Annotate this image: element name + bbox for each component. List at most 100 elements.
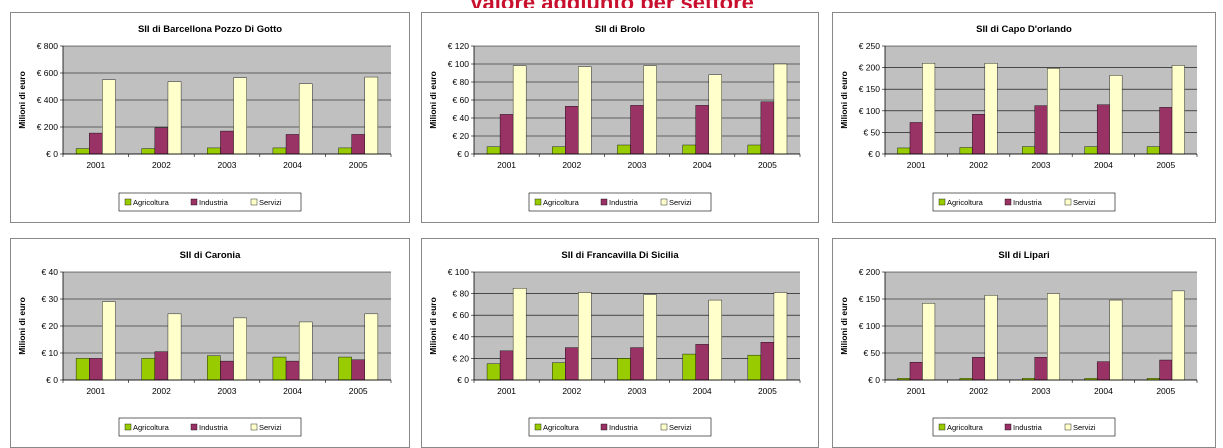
bar-industria-2003 (630, 347, 644, 381)
legend-label-agricoltura: Agricoltura (947, 423, 984, 432)
x-tick-label: 2004 (693, 160, 712, 170)
bar-industria-2001 (499, 350, 514, 381)
bar-agricoltura-2001 (75, 148, 90, 155)
bar-servizi-2003 (1047, 293, 1060, 381)
bar-servizi-2004 (1109, 299, 1123, 381)
bar-industria-2003 (1034, 105, 1048, 155)
bar-servizi-2004 (298, 83, 313, 155)
x-tick-label: 2004 (283, 386, 302, 396)
y-tick-label: € 0 (46, 375, 58, 385)
legend-label-servizi: Servizi (669, 423, 692, 432)
y-tick-label: € 100 (448, 59, 470, 69)
y-tick-label: € 150 (859, 294, 881, 304)
bar-industria-2004 (285, 360, 300, 381)
y-tick-label: € 400 (37, 95, 59, 105)
bar-agricoltura-2003 (617, 144, 631, 155)
y-tick-label: € 200 (37, 122, 59, 132)
bar-industria-2002 (154, 351, 169, 381)
x-tick-label: 2001 (86, 386, 105, 396)
chart-title: SII di Lipari (998, 250, 1049, 261)
bar-industria-2002 (565, 347, 579, 381)
bar-industria-2001 (499, 114, 514, 155)
y-tick-label: € 50 (863, 127, 880, 137)
bar-servizi-2002 (578, 292, 592, 381)
chart-svg: SII di Francavilla Di Sicilia € 0 € 20 € 40… (428, 250, 801, 437)
x-tick-label: 2001 (86, 160, 105, 170)
bar-industria-2002 (565, 106, 579, 155)
bar-agricoltura-2004 (272, 356, 287, 381)
legend-label-servizi: Servizi (1073, 423, 1096, 432)
x-tick-label: 2001 (497, 386, 516, 396)
legend: Agricoltura Industria Servizi (932, 417, 1116, 437)
bar-servizi-2002 (167, 313, 182, 381)
y-tick-label: € 20 (41, 321, 58, 331)
bar-industria-2001 (909, 361, 923, 381)
y-tick-label: € 150 (859, 84, 881, 94)
y-tick-label: € 20 (452, 353, 469, 363)
x-tick-label: 2002 (969, 386, 988, 396)
bar-agricoltura-2002 (552, 146, 566, 155)
bar-agricoltura-2005 (1146, 146, 1160, 155)
y-tick-label: € 40 (41, 267, 58, 277)
bar-agricoltura-2004 (682, 144, 696, 155)
chart-title: SII di Barcellona Pozzo Di Gotto (138, 24, 282, 35)
legend-swatch-servizi (250, 198, 258, 206)
bar-servizi-2003 (233, 77, 247, 155)
chart-title: SII di Capo D'orlando (976, 24, 1072, 35)
bar-industria-2004 (1096, 104, 1110, 155)
legend-box (528, 417, 712, 437)
x-tick-label: 2001 (907, 160, 926, 170)
bar-servizi-2005 (364, 76, 379, 155)
chart-svg: SII di Barcellona Pozzo Di Gotto € 0 € 200… (17, 24, 392, 212)
bar-agricoltura-2002 (959, 147, 973, 155)
bar-industria-2005 (760, 341, 775, 381)
bar-industria-2004 (285, 134, 300, 155)
legend-label-agricoltura: Agricoltura (133, 198, 170, 207)
bar-agricoltura-2005 (338, 356, 352, 381)
x-tick-label: 2004 (693, 386, 712, 396)
legend-label-agricoltura: Agricoltura (543, 198, 580, 207)
legend-label-industria: Industria (609, 198, 639, 207)
bar-agricoltura-2005 (747, 354, 762, 381)
legend-box (932, 192, 1116, 212)
bar-agricoltura-2003 (207, 355, 221, 381)
bar-industria-2002 (154, 127, 169, 155)
x-tick-label: 2002 (969, 160, 988, 170)
bar-servizi-2001 (512, 288, 527, 381)
x-tick-label: 2002 (152, 386, 171, 396)
y-tick-label: € 0 (868, 375, 880, 385)
bar-agricoltura-2005 (747, 144, 762, 155)
x-tick-label: 2003 (628, 160, 647, 170)
bar-industria-2005 (351, 134, 365, 155)
y-tick-label: € 20 (452, 131, 469, 141)
chart-panel-lipari: SII di Lipari € 0 € 50 € 100 € 150 € 200 Milio… (832, 238, 1216, 448)
legend-box (528, 192, 712, 212)
legend-label-agricoltura: Agricoltura (947, 198, 984, 207)
bar-industria-2001 (89, 358, 103, 381)
y-tick-label: € 40 (452, 113, 469, 123)
y-axis-label: Milioni di euro (839, 297, 849, 355)
bar-servizi-2003 (643, 294, 657, 381)
chart-panel-caronia: SII di Caronia € 0 € 10 € 20 € 30 € 40 Milioni… (10, 238, 410, 448)
bar-servizi-2004 (298, 321, 313, 381)
bar-servizi-2005 (1171, 290, 1185, 381)
bar-agricoltura-2004 (1084, 146, 1098, 155)
page-title: Valore aggiunto per settore (0, 0, 1223, 8)
y-axis-label: Milioni di euro (428, 71, 438, 129)
legend-label-servizi: Servizi (259, 198, 282, 207)
legend: Agricoltura Industria Servizi (528, 192, 712, 212)
bar-industria-2003 (220, 130, 234, 155)
legend-label-industria: Industria (609, 423, 639, 432)
bar-agricoltura-2001 (486, 146, 501, 155)
chart-title: SII di Francavilla Di Sicilia (561, 250, 679, 261)
bar-industria-2005 (1159, 359, 1173, 381)
bar-servizi-2003 (1047, 68, 1060, 155)
legend-swatch-servizi (1064, 198, 1072, 206)
legend-box (118, 192, 302, 212)
y-tick-label: € 60 (452, 95, 469, 105)
legend-label-agricoltura: Agricoltura (543, 423, 580, 432)
legend-swatch-servizi (1064, 423, 1072, 431)
y-tick-label: € 60 (452, 310, 469, 320)
x-tick-label: 2004 (1094, 160, 1113, 170)
bar-agricoltura-2001 (897, 147, 911, 155)
